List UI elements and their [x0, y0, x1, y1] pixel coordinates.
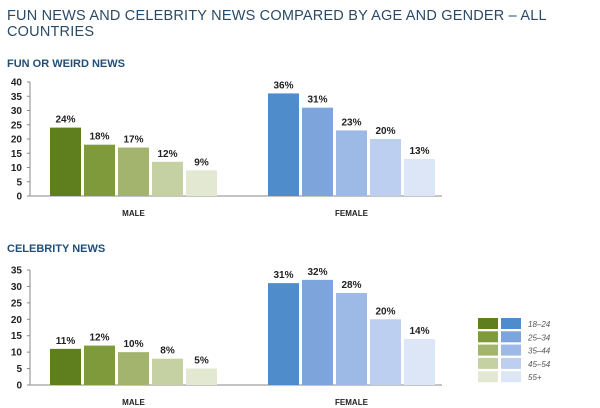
bar-male-55+	[186, 170, 217, 196]
data-label: 31%	[307, 95, 327, 106]
bar-female-35–44	[336, 130, 367, 196]
bar-male-18–24	[50, 127, 81, 196]
data-label: 23%	[341, 117, 361, 128]
legend-swatch-female	[501, 371, 521, 383]
y-tick-label: 15	[11, 149, 23, 160]
legend-swatch-male	[478, 357, 498, 369]
y-tick-label: 30	[11, 106, 23, 117]
legend-swatch-female	[501, 318, 521, 329]
bar-male-45–54	[152, 161, 183, 196]
y-tick-label: 35	[11, 266, 23, 277]
bar-male-25–34	[84, 345, 115, 385]
data-label: 12%	[89, 333, 109, 344]
y-tick-label: 5	[16, 364, 22, 375]
legend-swatch-male	[478, 344, 498, 356]
data-label: 20%	[375, 126, 395, 137]
bar-female-55+	[404, 339, 435, 385]
y-tick-label: 40	[11, 78, 23, 89]
y-tick-label: 20	[11, 135, 23, 146]
data-label: 10%	[123, 339, 143, 350]
bar-female-55+	[404, 158, 435, 196]
bar-male-55+	[186, 368, 217, 385]
data-label: 8%	[160, 346, 175, 357]
category-label: FEMALE	[335, 398, 369, 407]
data-label: 32%	[307, 267, 327, 278]
bar-male-35–44	[118, 147, 149, 196]
bar-female-18–24	[268, 93, 299, 196]
y-tick-label: 0	[16, 381, 22, 392]
legend-swatch-female	[501, 357, 521, 369]
bar-male-18–24	[50, 348, 81, 385]
legend-label: 18–24	[528, 320, 551, 329]
y-tick-label: 0	[16, 192, 22, 203]
data-label: 36%	[273, 80, 293, 91]
bar-female-35–44	[336, 293, 367, 385]
legend-swatch-male	[478, 318, 498, 329]
page-title: FUN NEWS AND CELEBRITY NEWS COMPARED BY …	[7, 8, 547, 40]
y-tick-label: 25	[11, 120, 23, 131]
y-tick-label: 20	[11, 315, 23, 326]
y-tick-label: 25	[11, 298, 23, 309]
legend-label: 25–34	[527, 333, 551, 342]
chart-title-celebrity: CELEBRITY NEWS	[7, 243, 106, 255]
data-label: 28%	[341, 280, 361, 291]
data-label: 14%	[409, 326, 429, 337]
data-label: 13%	[409, 146, 429, 157]
bar-male-25–34	[84, 144, 115, 196]
legend-swatch-male	[478, 371, 498, 383]
data-label: 24%	[55, 115, 75, 126]
bar-female-45–54	[370, 139, 401, 196]
category-label: MALE	[122, 209, 145, 218]
legend-swatch-female	[501, 331, 521, 343]
data-label: 9%	[194, 157, 209, 168]
data-label: 11%	[56, 336, 76, 347]
y-tick-label: 5	[16, 177, 22, 188]
bar-male-45–54	[152, 358, 183, 385]
y-tick-label: 15	[11, 331, 23, 342]
data-label: 31%	[273, 270, 293, 281]
data-label: 5%	[194, 356, 209, 367]
legend-label: 35–44	[528, 347, 551, 356]
data-label: 20%	[375, 306, 395, 317]
data-label: 18%	[89, 132, 109, 143]
legend-swatch-male	[478, 331, 498, 343]
legend-label: 55+	[528, 373, 542, 382]
bar-male-35–44	[118, 352, 149, 385]
y-tick-label: 10	[11, 163, 23, 174]
category-label: FEMALE	[335, 209, 369, 218]
y-tick-label: 30	[11, 282, 23, 293]
bar-female-18–24	[268, 283, 299, 385]
bar-female-25–34	[302, 279, 333, 385]
category-label: MALE	[122, 398, 145, 407]
data-label: 12%	[157, 149, 177, 160]
legend-swatch-female	[501, 344, 521, 356]
bar-female-45–54	[370, 319, 401, 385]
data-label: 17%	[123, 135, 143, 146]
chart-title-fun: FUN OR WEIRD NEWS	[7, 58, 125, 70]
y-tick-label: 35	[11, 92, 23, 103]
legend-label: 45–54	[528, 360, 551, 369]
y-tick-label: 10	[11, 348, 23, 359]
bar-female-25–34	[302, 107, 333, 196]
